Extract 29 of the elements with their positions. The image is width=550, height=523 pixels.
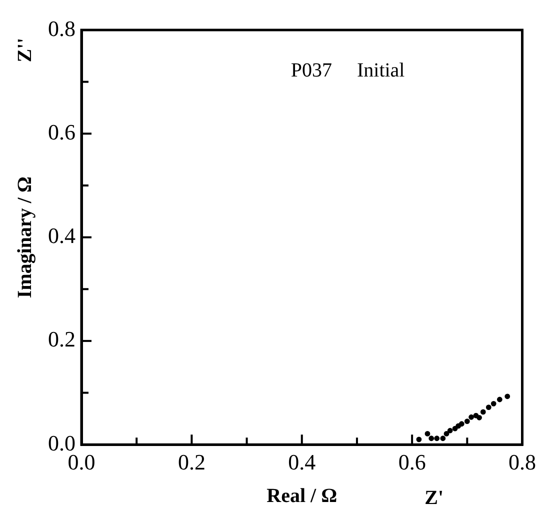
point — [424, 431, 430, 436]
point — [458, 421, 464, 427]
point — [440, 436, 446, 442]
point — [434, 436, 440, 442]
point — [504, 394, 510, 400]
y-axis-title: Imaginary / Ω — [14, 176, 36, 298]
point — [447, 428, 453, 434]
y-tick-label: 0.4 — [48, 223, 76, 248]
text: Z' — [424, 487, 444, 510]
point — [464, 418, 470, 424]
point — [490, 400, 496, 406]
point — [480, 409, 486, 415]
point — [444, 431, 450, 436]
x-tick-label: 0.6 — [398, 450, 426, 475]
x-tick-label: 0.4 — [288, 450, 316, 475]
y-tick-label: 0.8 — [48, 16, 76, 41]
x-tick-label: 0.8 — [508, 450, 536, 475]
y-tick-label: 0.2 — [48, 326, 76, 352]
point — [468, 414, 474, 420]
point — [416, 436, 422, 442]
point — [496, 396, 502, 402]
y-tick-label: 0.6 — [48, 119, 76, 144]
x-axis-title: Real / Ω — [266, 485, 338, 508]
point — [476, 414, 482, 420]
x-tick-label: 0.2 — [178, 450, 206, 475]
point — [428, 436, 434, 442]
point — [486, 404, 492, 410]
annotation: P037 Initial — [290, 60, 406, 82]
text: Z'' — [14, 38, 36, 62]
